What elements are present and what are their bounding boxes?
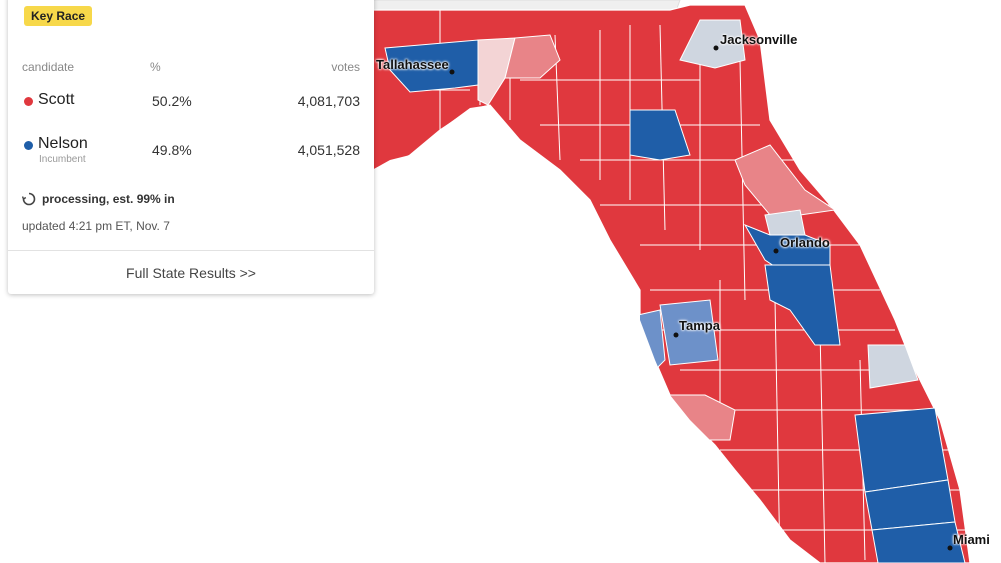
county-palm-beach [854, 407, 949, 493]
scott-party-dot [24, 97, 33, 106]
key-race-badge: Key Race [24, 6, 93, 26]
county-osceola [764, 264, 841, 346]
processing-status: processing, est. 99% in [22, 192, 175, 206]
county-madison [504, 34, 561, 79]
county-volusia [734, 144, 837, 216]
tampa-dot [673, 332, 679, 338]
candidate-votes-scott: 4,081,703 [297, 93, 360, 109]
gulf-water [372, 105, 520, 563]
nelson-party-dot [24, 141, 33, 150]
incumbent-label: Incumbent [39, 154, 86, 165]
jacksonville-dot [713, 45, 719, 51]
county-seminole [764, 209, 806, 236]
city-label-miami: Miami [953, 532, 990, 547]
gulf-water-2 [520, 140, 820, 563]
county-alachua [629, 109, 691, 161]
card-divider [8, 250, 374, 251]
race-results-card: Key Race candidate % votes Scott 50.2% 4… [8, 0, 374, 294]
city-label-jacksonville: Jacksonville [720, 32, 798, 47]
tallahassee-dot [449, 69, 455, 75]
orlando-dot [773, 248, 779, 254]
candidate-name-nelson: Nelson [38, 135, 88, 152]
candidate-pct-scott: 50.2% [152, 93, 192, 109]
miami-dot [947, 545, 953, 551]
header-percent: % [150, 60, 161, 74]
county-hillsborough [659, 299, 719, 366]
county-st-lucie [867, 344, 919, 389]
refresh-icon [22, 192, 36, 206]
city-label-tallahassee: Tallahassee [376, 57, 449, 72]
full-state-results-link[interactable]: Full State Results >> [126, 265, 256, 281]
processing-text: processing, est. 99% in [42, 192, 175, 206]
candidate-votes-nelson: 4,051,528 [297, 142, 360, 158]
county-orange [743, 224, 831, 271]
county-miami-dade [871, 521, 966, 563]
header-votes: votes [331, 60, 360, 74]
city-label-orlando: Orlando [780, 235, 830, 250]
updated-timestamp: updated 4:21 pm ET, Nov. 7 [22, 219, 170, 233]
header-candidate: candidate [22, 60, 75, 74]
county-duval [679, 19, 746, 69]
candidate-pct-nelson: 49.8% [152, 142, 192, 158]
candidate-name-scott: Scott [38, 91, 75, 108]
county-jefferson [477, 37, 516, 106]
city-label-tampa: Tampa [679, 318, 720, 333]
